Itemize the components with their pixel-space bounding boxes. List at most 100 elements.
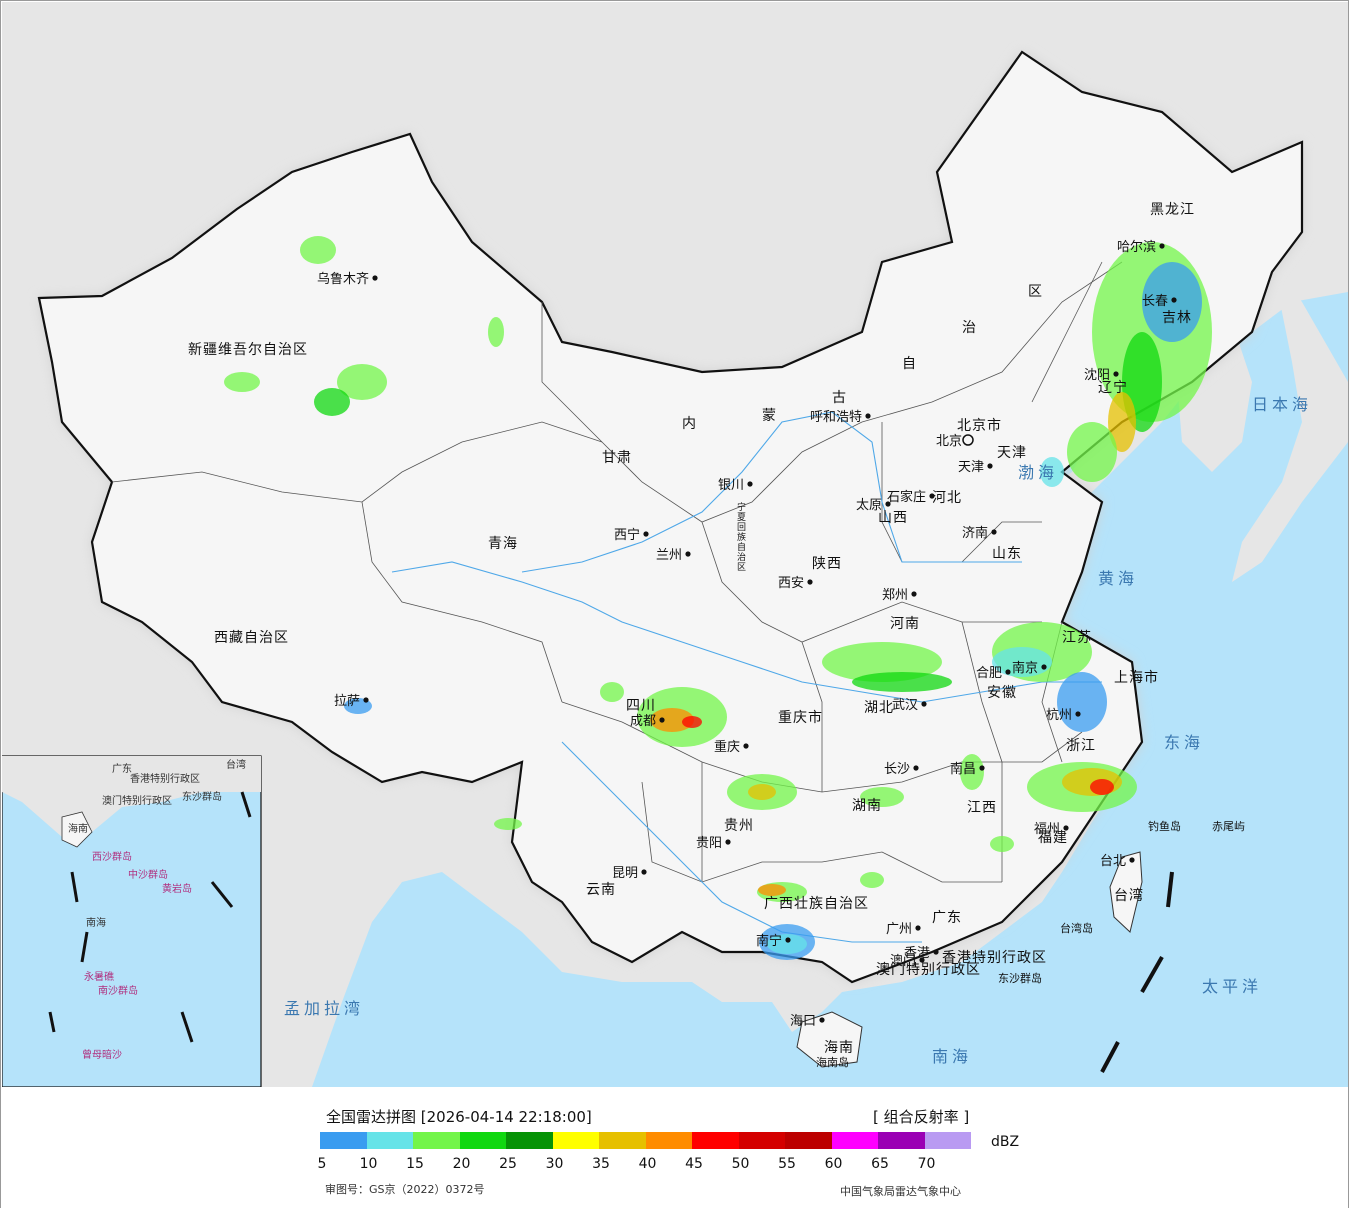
radar-echo (960, 754, 984, 790)
province-label: 内 (682, 416, 697, 432)
city-marker (987, 463, 993, 469)
scale-swatch (831, 1132, 878, 1149)
radar-echo (860, 872, 884, 888)
inset-label: 曾母暗沙 (82, 1048, 122, 1061)
city-label: 济南 (962, 525, 988, 541)
radar-echo (1108, 392, 1136, 452)
province-label: 安徽 (987, 685, 1017, 701)
city-marker (1005, 669, 1011, 675)
map-canvas: 黑龙江吉林辽宁北京市天津河北山西山东河南江苏安徽上海市浙江江西福建湖北湖南广东广… (2, 2, 1348, 1087)
province-label: 澳门特别行政区 (876, 962, 981, 978)
radar-echo (300, 236, 336, 264)
city-label: 海口 (790, 1014, 816, 1029)
sea-label: 东海 (1164, 733, 1204, 752)
city-marker (372, 275, 378, 281)
scale-swatch (878, 1132, 925, 1149)
data-source: 中国气象局雷达气象中心 (840, 1185, 961, 1198)
province-label: 广西壮族自治区 (764, 896, 869, 912)
scale-tick-label: 30 (545, 1156, 564, 1172)
scale-swatch (320, 1132, 367, 1149)
scale-tick-label: 45 (685, 1156, 703, 1172)
scale-swatch (692, 1132, 739, 1149)
province-label: 宁夏回族自治区 (735, 501, 746, 572)
inset-label: 南沙群岛 (98, 984, 138, 997)
city-marker (929, 493, 935, 499)
island-label: 东沙群岛 (998, 971, 1042, 985)
city-marker (915, 925, 921, 931)
sea-label: 太平洋 (1202, 977, 1262, 996)
japan-islands (1232, 262, 1348, 582)
scale-tick-label: 35 (592, 1156, 610, 1172)
province-label: 河北 (932, 490, 962, 506)
radar-echo (650, 708, 694, 732)
scale-swatch (599, 1132, 646, 1149)
island-label: 钓鱼岛 (1148, 819, 1181, 833)
radar-echo (1090, 779, 1114, 795)
map-approval-number: 审图号：GS京（2022）0372号 (325, 1183, 485, 1196)
city-marker (1159, 243, 1165, 249)
city-marker (921, 701, 927, 707)
city-marker (819, 1017, 825, 1023)
city-label: 南京 (1012, 660, 1038, 676)
city-label: 南昌 (950, 761, 976, 777)
city-label: 杭州 (1046, 708, 1072, 723)
radar-echo (852, 672, 952, 692)
province-label: 治 (962, 320, 977, 336)
city-marker (885, 501, 891, 507)
radar-echo (860, 787, 904, 807)
taiwan-island (1109, 851, 1143, 933)
radar-echo (600, 682, 624, 702)
city-label: 台北 (1100, 854, 1126, 869)
province-label: 山东 (992, 546, 1022, 562)
scale-swatch (506, 1132, 553, 1149)
scale-tick-label: 40 (638, 1156, 657, 1172)
province-label: 贵州 (724, 818, 754, 834)
province-label: 四川 (626, 698, 656, 714)
radar-echo (767, 934, 807, 954)
city-label: 石家庄 (887, 489, 926, 505)
scale-swatch (924, 1132, 971, 1149)
province-label: 自 (902, 356, 917, 372)
city-label: 天津 (958, 460, 984, 475)
inset-label: 澳门特别行政区 (102, 794, 172, 807)
scale-swatch (552, 1132, 599, 1149)
province-label: 上海市 (1114, 669, 1159, 686)
province-label: 陕西 (812, 556, 842, 572)
unit-label: dBZ (991, 1134, 1020, 1150)
city-marker (919, 957, 925, 963)
city-marker (1063, 825, 1069, 831)
scale-tick-label: 25 (499, 1156, 517, 1172)
city-label: 哈尔滨 (1117, 239, 1156, 255)
city-label: 成都 (630, 714, 656, 729)
legend-title: 全国雷达拼图 [2026-04-14 22:18:00] (326, 1108, 592, 1126)
city-marker (1113, 371, 1119, 377)
china-radar-map: 黑龙江 吉林 辽宁 北京市 天津 河北 山西 山东 河南 江苏 安徽 上海市 浙江 江西 福建 湖北 湖南 广东广… (2, 2, 1348, 1087)
province-label: 重庆市 (778, 709, 823, 726)
city-marker (991, 529, 997, 535)
city-label: 武汉 (892, 698, 918, 713)
radar-echo (314, 388, 350, 416)
city-label: 长春 (1142, 294, 1168, 309)
city-marker (785, 937, 791, 943)
city-marker (1171, 297, 1177, 303)
scale-tick-label: 55 (778, 1156, 796, 1172)
scale-tick-label: 5 (317, 1156, 327, 1172)
province-label: 江西 (967, 800, 997, 816)
scale-swatch (785, 1132, 832, 1149)
city-label: 香港 (904, 946, 930, 961)
city-marker (725, 839, 731, 845)
province-label: 海南 (824, 1040, 854, 1056)
city-marker (865, 413, 871, 419)
city-label: 太原 (856, 498, 882, 513)
city-marker (363, 697, 369, 703)
city-label: 北京 (936, 434, 962, 449)
province-label: 台湾 (1114, 887, 1144, 904)
product-name: [ 组合反射率 ] (873, 1108, 970, 1126)
city-label: 沈阳 (1084, 368, 1110, 383)
city-marker (643, 531, 649, 537)
inset-label: 黄岩岛 (162, 882, 192, 895)
city-marker (933, 949, 939, 955)
